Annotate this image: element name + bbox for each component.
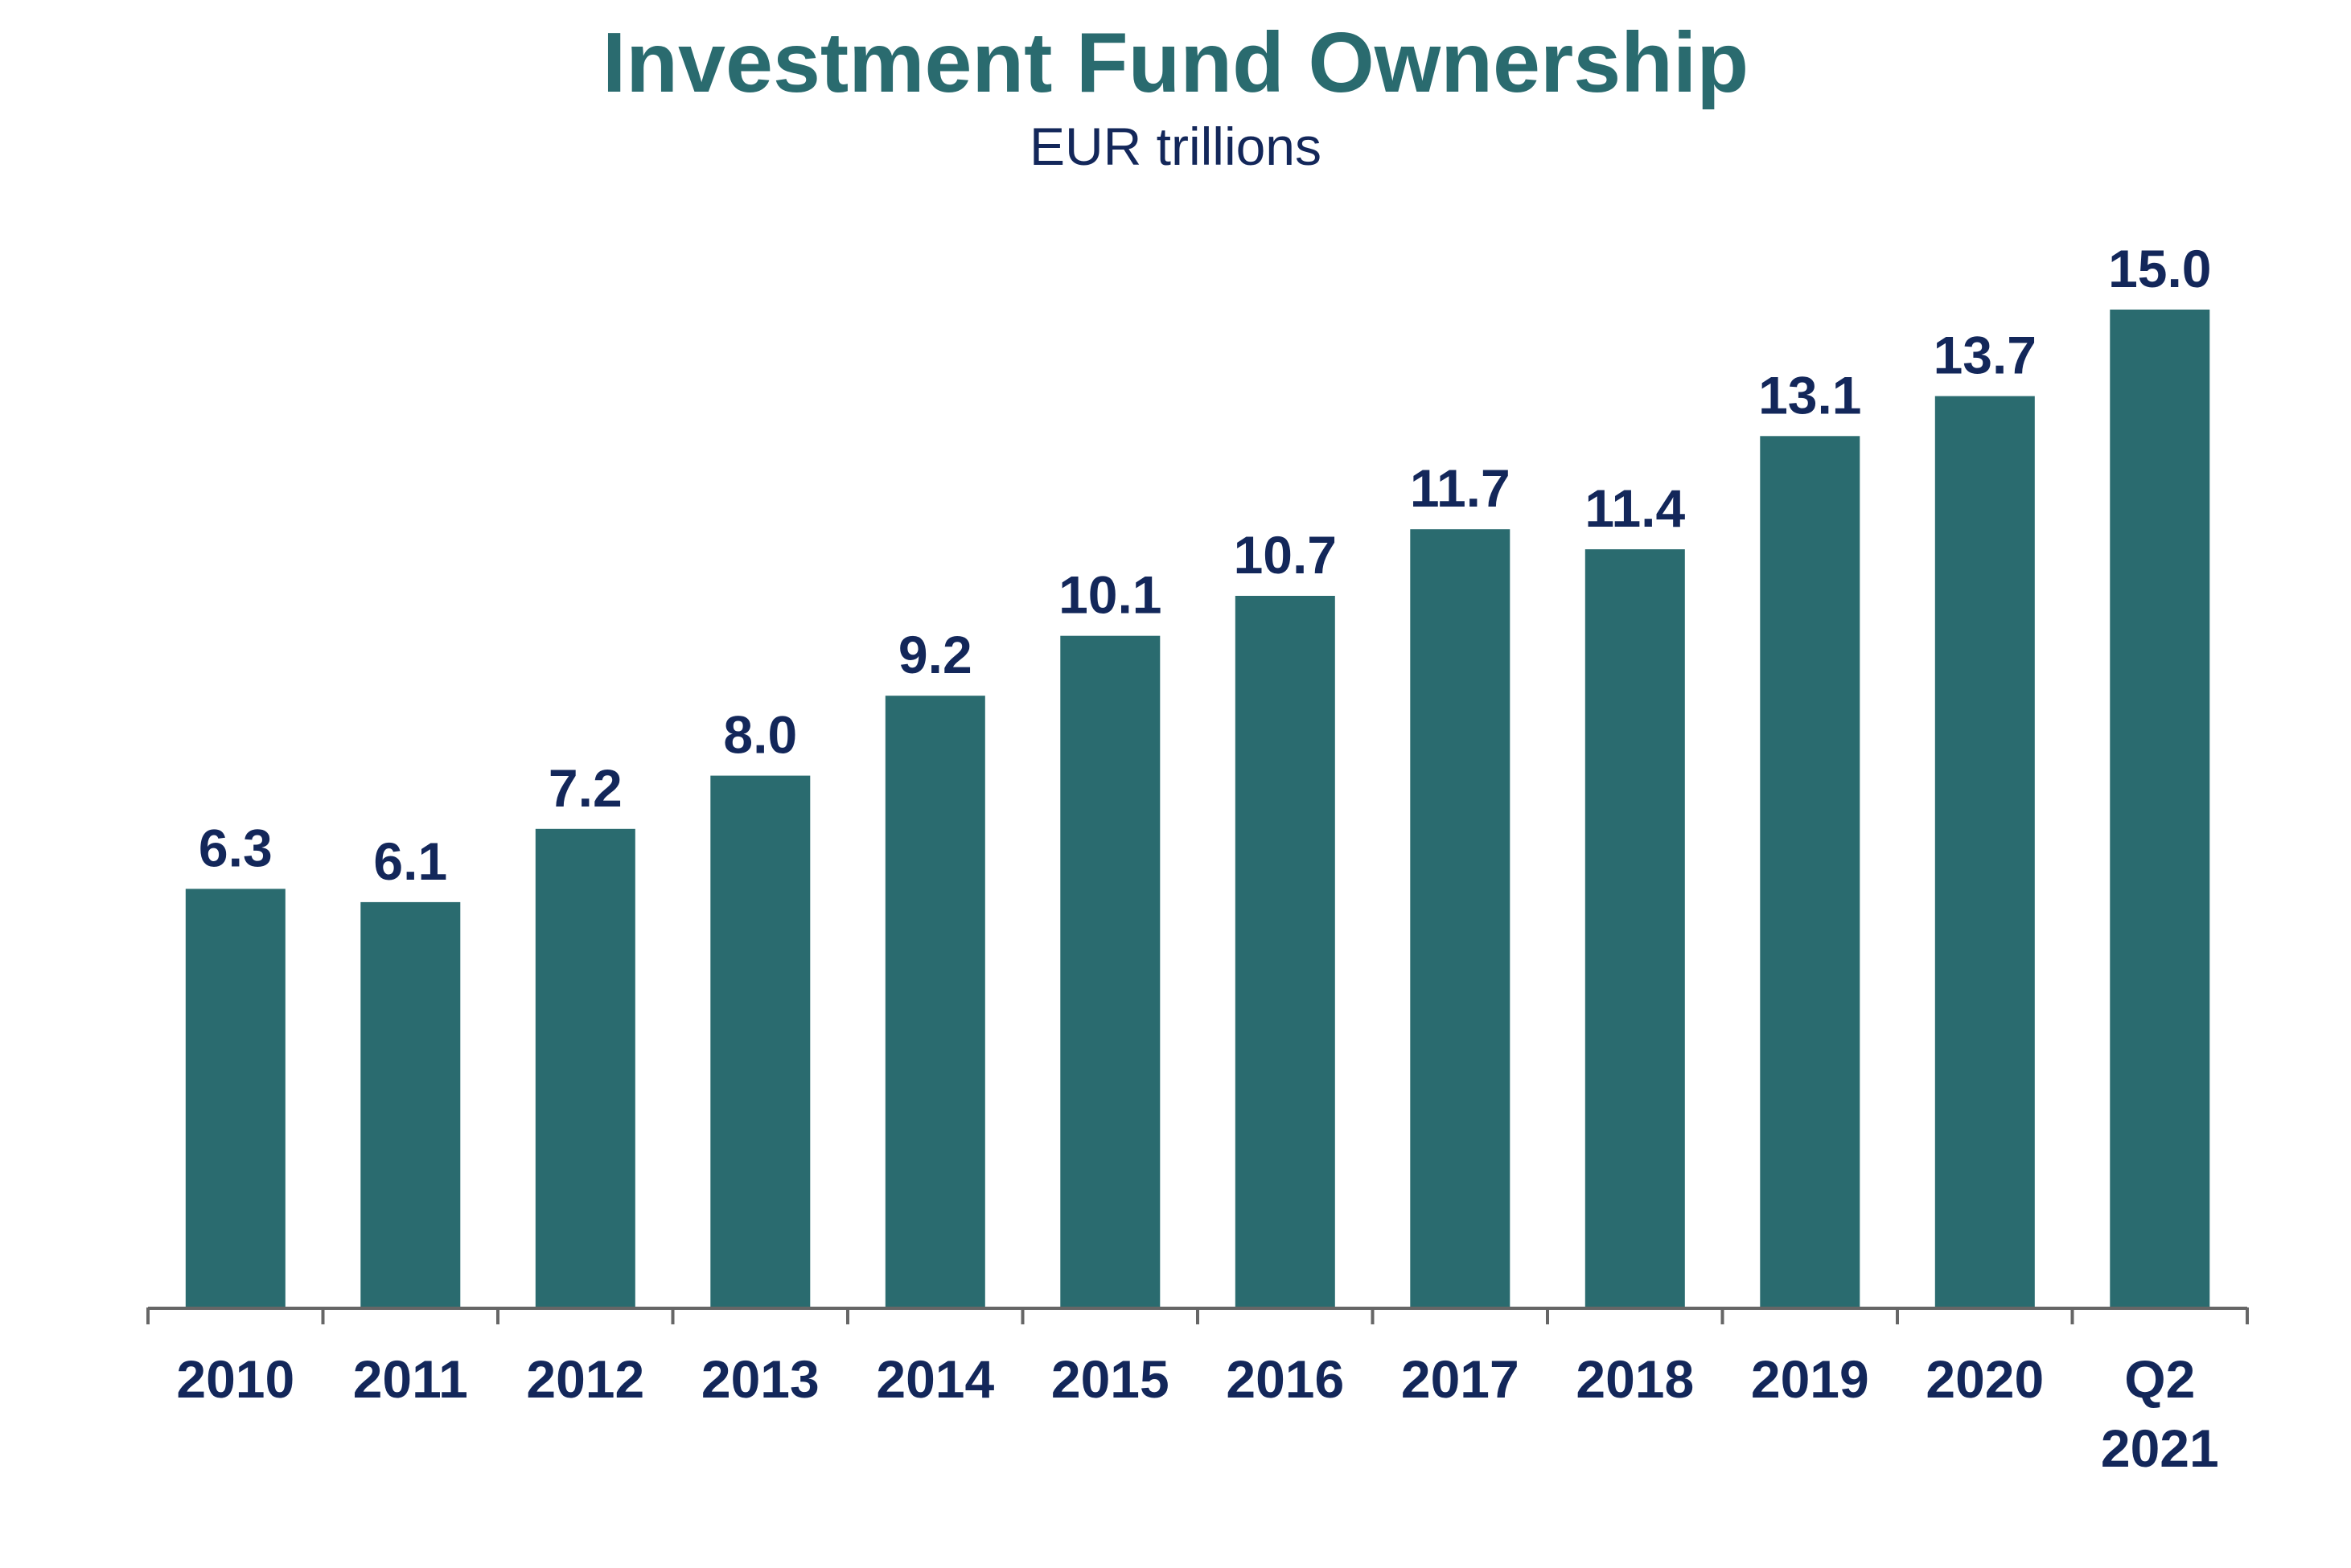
x-tick-label-line: 2014: [876, 1349, 994, 1409]
x-tick-label-line: 2017: [1401, 1349, 1519, 1409]
x-tick-label-6: 2016: [1226, 1349, 1344, 1409]
x-tick-label-line: 2012: [526, 1349, 644, 1409]
data-label-11: 15.0: [2108, 239, 2211, 298]
data-label-5: 10.1: [1058, 565, 1161, 625]
bar-6: [1235, 596, 1335, 1308]
x-tick-label-3: 2013: [701, 1349, 820, 1409]
x-tick-labels: 2010 2011 2012 2013 2014 2015 2016 2017 2018 2019…: [176, 1349, 2218, 1478]
x-tick-label-10: 2020: [1926, 1349, 2044, 1409]
x-tick-label-line: 2010: [176, 1349, 294, 1409]
bar-3: [710, 775, 811, 1308]
bar-5: [1060, 635, 1161, 1308]
bar-9: [1760, 436, 1860, 1308]
bar-11: [2110, 310, 2210, 1308]
data-label-3: 8.0: [723, 705, 797, 765]
bar-7: [1410, 529, 1510, 1308]
x-tick-label-line: 2013: [701, 1349, 820, 1409]
data-label-1: 6.1: [373, 831, 447, 891]
data-label-2: 7.2: [549, 758, 623, 818]
bar-0: [185, 889, 286, 1308]
x-tick-label-line: 2021: [2101, 1418, 2219, 1478]
data-labels-layer: 6.3 6.1 7.2 8.0 9.2 10.1 10.7 11.7 11.4 13.1 13.7 1…: [199, 239, 2212, 891]
x-tick-label-line: 2015: [1051, 1349, 1169, 1409]
data-label-6: 10.7: [1234, 525, 1337, 585]
x-tick-label-9: 2019: [1751, 1349, 1869, 1409]
data-label-9: 13.1: [1758, 365, 1861, 425]
x-tick-label-line: 2018: [1576, 1349, 1694, 1409]
x-tick-label-8: 2018: [1576, 1349, 1694, 1409]
x-tick-label-line: 2011: [353, 1349, 468, 1409]
bar-8: [1584, 549, 1685, 1308]
data-label-10: 13.7: [1934, 326, 2037, 385]
x-tick-label-0: 2010: [176, 1349, 294, 1409]
x-tick-label-line: 2019: [1751, 1349, 1869, 1409]
x-tick-label-5: 2015: [1051, 1349, 1169, 1409]
chart-title: Investment Fund Ownership: [602, 15, 1749, 110]
bar-1: [360, 901, 461, 1308]
x-axis: [146, 1307, 2249, 1324]
data-label-4: 9.2: [898, 625, 972, 684]
x-tick-label-line: 2016: [1226, 1349, 1344, 1409]
data-label-7: 11.7: [1410, 458, 1510, 518]
x-tick-label-2: 2012: [526, 1349, 644, 1409]
x-tick-label-1: 2011: [353, 1349, 468, 1409]
x-tick-label-line: Q2: [2124, 1349, 2195, 1409]
data-label-0: 6.3: [199, 818, 273, 877]
bar-4: [885, 696, 985, 1308]
chart-subtitle: EUR trillions: [1029, 117, 1322, 176]
x-tick-label-line: 2020: [1926, 1349, 2044, 1409]
bar-10: [1934, 396, 2035, 1309]
x-tick-label-4: 2014: [876, 1349, 994, 1409]
bars-layer: [185, 310, 2210, 1309]
x-tick-label-7: 2017: [1401, 1349, 1519, 1409]
bar-2: [535, 828, 635, 1308]
x-tick-label-11: Q2 2021: [2101, 1349, 2219, 1478]
data-label-8: 11.4: [1584, 478, 1685, 538]
